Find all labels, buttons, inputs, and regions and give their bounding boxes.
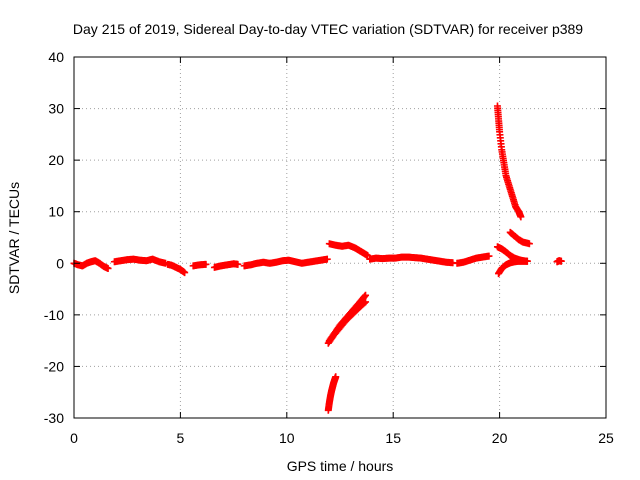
- plot-frame: [73, 56, 607, 419]
- data-point: [234, 260, 242, 268]
- data-point: [181, 269, 189, 277]
- y-tick-label: -20: [44, 358, 64, 374]
- data-point: [332, 373, 340, 381]
- x-tick-label: 5: [177, 430, 185, 446]
- x-axis-label: GPS time / hours: [287, 458, 394, 474]
- data-point: [525, 240, 533, 248]
- data-point: [517, 213, 525, 221]
- y-tick-label: 40: [48, 49, 64, 65]
- y-tick-label: 10: [48, 204, 64, 220]
- y-tick-label: -30: [44, 410, 64, 426]
- data-point: [323, 255, 331, 263]
- y-tick-label: 20: [48, 152, 64, 168]
- data-point: [523, 257, 531, 265]
- data-point: [364, 252, 372, 260]
- chart-title: Day 215 of 2019, Sidereal Day-to-day VTE…: [73, 21, 583, 37]
- data-layer: [70, 102, 565, 414]
- y-tick-label: -10: [44, 307, 64, 323]
- x-tick-label: 10: [279, 430, 295, 446]
- x-tick-label: 20: [492, 430, 508, 446]
- data-point: [202, 260, 210, 268]
- data-point: [104, 264, 112, 272]
- x-tick-label: 0: [70, 430, 78, 446]
- y-axis-label: SDTVAR / TECUs: [6, 182, 22, 294]
- y-tick-label: 30: [48, 101, 64, 117]
- y-tick-label: 0: [56, 255, 64, 271]
- x-tick-label: 15: [385, 430, 401, 446]
- axis-layer: 0 5 10 15 20 25 -30 -20 -10 0 10 20 30 40: [44, 49, 614, 446]
- x-tick-label: 25: [598, 430, 614, 446]
- data-point: [362, 291, 370, 299]
- data-point: [485, 252, 493, 260]
- grid-layer: [74, 57, 606, 418]
- data-point: [557, 257, 565, 265]
